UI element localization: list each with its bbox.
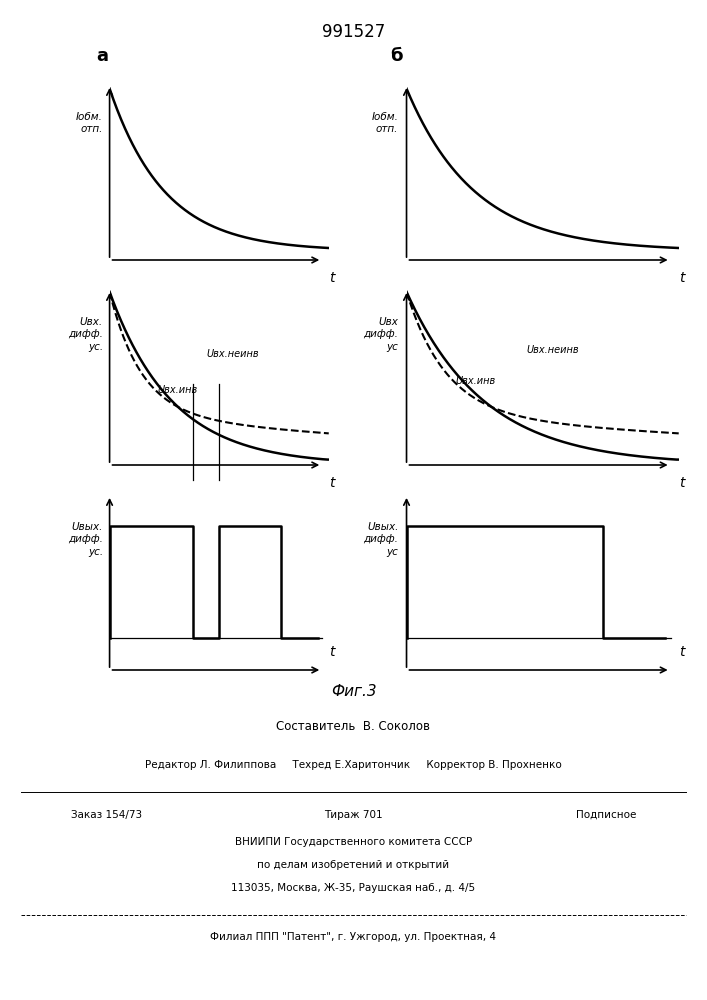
Text: Iобм.
отп.: Iобм. отп.	[371, 112, 398, 134]
Text: ВНИИПИ Государственного комитета СССР: ВНИИПИ Государственного комитета СССР	[235, 837, 472, 847]
Text: Uвх.инв: Uвх.инв	[158, 385, 198, 395]
Text: t: t	[329, 271, 334, 285]
Text: Тираж 701: Тираж 701	[325, 810, 382, 820]
Text: t: t	[679, 271, 684, 285]
Text: t: t	[329, 645, 334, 659]
Text: Uвых.
дифф.
ус: Uвых. дифф. ус	[363, 522, 398, 557]
Text: а: а	[96, 47, 108, 65]
Text: Редактор Л. Филиппова     Техред Е.Харитончик     Корректор В. Прохненко: Редактор Л. Филиппова Техред Е.Харитончи…	[145, 760, 562, 770]
Text: Составитель  В. Соколов: Составитель В. Соколов	[276, 720, 431, 733]
Text: Филиал ППП "Патент", г. Ужгород, ул. Проектная, 4: Филиал ППП "Патент", г. Ужгород, ул. Про…	[211, 932, 496, 942]
Text: б: б	[390, 47, 403, 65]
Text: Uвх.инв: Uвх.инв	[455, 376, 496, 386]
Text: Uвх.неинв: Uвх.неинв	[526, 345, 579, 355]
Text: Uвх.неинв: Uвх.неинв	[206, 349, 259, 359]
Text: Iобм.
отп.: Iобм. отп.	[76, 112, 103, 134]
Text: t: t	[679, 476, 684, 490]
Text: Uвых.
дифф.
ус.: Uвых. дифф. ус.	[68, 522, 103, 557]
Text: Uвх
дифф.
ус: Uвх дифф. ус	[363, 317, 398, 352]
Text: 113035, Москва, Ж-35, Раушская наб., д. 4/5: 113035, Москва, Ж-35, Раушская наб., д. …	[231, 883, 476, 893]
Text: по делам изобретений и открытий: по делам изобретений и открытий	[257, 860, 450, 870]
Text: 991527: 991527	[322, 23, 385, 41]
Text: t: t	[329, 476, 334, 490]
Text: Фиг.3: Фиг.3	[331, 684, 376, 700]
Text: Подписное: Подписное	[576, 810, 636, 820]
Text: Uвх.
дифф.
ус.: Uвх. дифф. ус.	[68, 317, 103, 352]
Text: Заказ 154/73: Заказ 154/73	[71, 810, 142, 820]
Text: t: t	[679, 645, 684, 659]
